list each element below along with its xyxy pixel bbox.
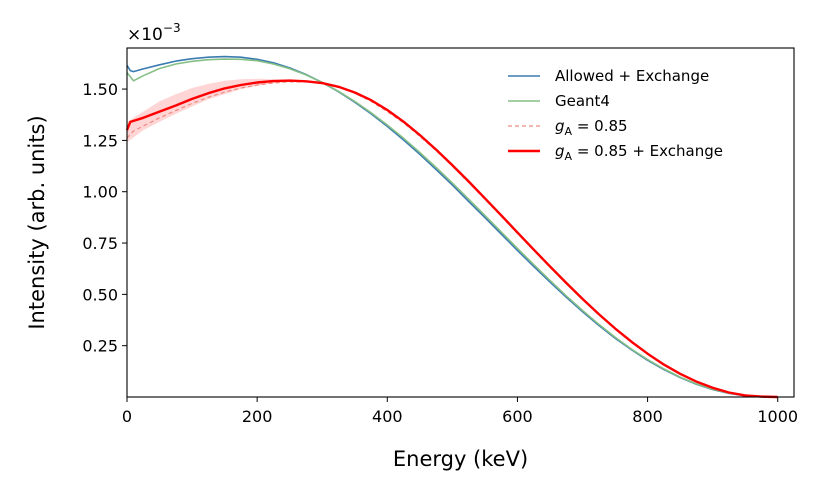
x-tick-label: 400 [372,407,403,426]
x-tick-label: 200 [242,407,273,426]
y-tick-label: 0.25 [82,337,118,356]
y-axis-label: Intensity (arb. units) [25,115,49,329]
series-line-4 [125,79,778,399]
y-tick-label: 0.75 [82,234,118,253]
legend-label: gA = 0.85 [555,117,628,138]
y-offset-exponent: −3 [163,21,181,35]
x-tick-label: 800 [632,407,663,426]
x-tick-label: 1000 [757,407,798,426]
series-layer [125,55,778,399]
y-tick-label: 1.50 [82,80,118,99]
y-axis-offset-label: ×10−3 [127,21,181,45]
x-tick-label: 600 [502,407,533,426]
series-line-3 [126,81,778,398]
x-axis-label: Energy (keV) [393,447,528,471]
axes-layer [126,47,795,398]
x-tick-label: 0 [122,407,132,426]
y-tick-label: 0.50 [82,285,118,304]
ticks-layer: 0 200 400 600 800 1000 0.25 0.50 0.75 1.00 1.25 1.5… [82,80,798,426]
plot-frame [126,47,795,398]
legend-label: Allowed + Exchange [555,67,709,85]
legend-label: Geant4 [555,92,610,110]
y-tick-label: 1.25 [82,131,118,150]
y-tick-label: 1.00 [82,183,118,202]
y-offset-base: ×10 [127,25,163,45]
series-line-2 [126,58,778,398]
legend: Allowed + Exchange Geant4 gA = 0.85 gA = 0.… [508,67,723,163]
legend-label: gA = 0.85 + Exchange [555,142,723,163]
